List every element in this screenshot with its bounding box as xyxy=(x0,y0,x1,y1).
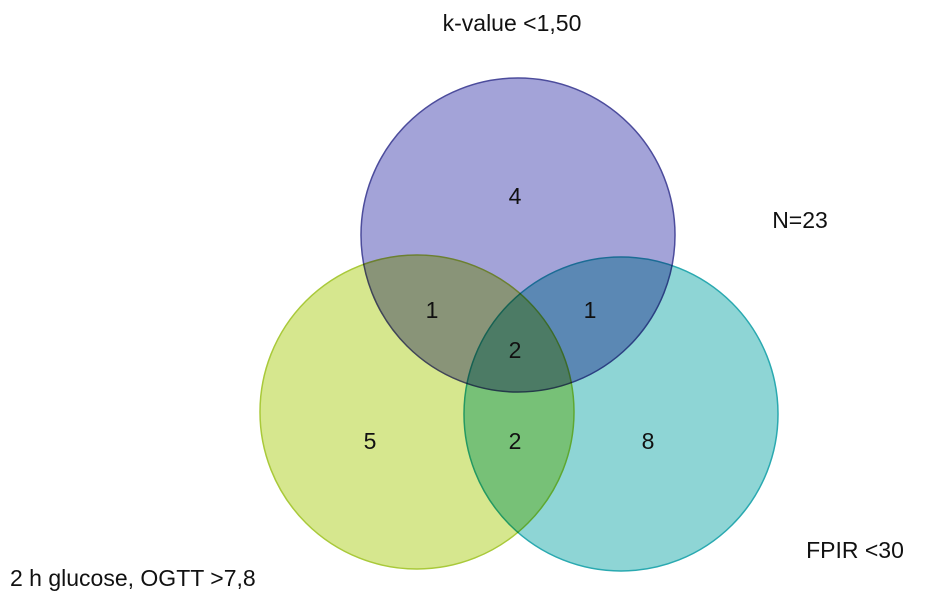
set-label: FPIR <30 xyxy=(806,537,904,563)
region-count: 5 xyxy=(364,428,377,454)
total-label: N=23 xyxy=(772,207,828,233)
region-count: 1 xyxy=(426,297,439,323)
region-count: 8 xyxy=(642,428,655,454)
set-label: k-value <1,50 xyxy=(443,10,582,36)
set-label: 2 h glucose, OGTT >7,8 xyxy=(10,565,256,591)
region-count: 2 xyxy=(509,337,522,363)
region-count: 4 xyxy=(509,183,522,209)
region-count: 2 xyxy=(509,428,522,454)
region-count: 1 xyxy=(584,297,597,323)
set-circle xyxy=(360,77,676,393)
